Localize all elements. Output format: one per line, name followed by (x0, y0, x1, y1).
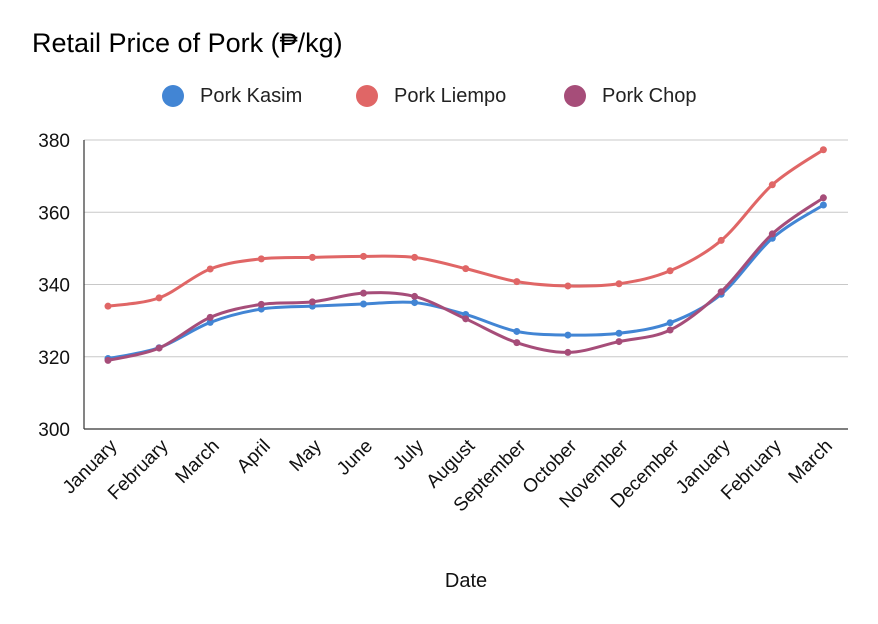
data-point-pork-liempo[interactable] (717, 236, 725, 244)
legend: Pork Kasim Pork Liempo Pork Chop (0, 80, 878, 112)
x-tick-label: March (785, 436, 837, 488)
chart-title: Retail Price of Pork (₱/kg) (32, 28, 343, 58)
y-tick-label: 380 (38, 131, 70, 152)
data-point-pork-chop[interactable] (513, 339, 521, 347)
legend-swatch-pork-liempo (356, 85, 378, 107)
x-axis-title: Date (445, 570, 487, 592)
data-point-pork-kasim[interactable] (513, 327, 521, 335)
data-point-pork-chop[interactable] (819, 194, 827, 202)
data-point-pork-chop[interactable] (615, 338, 623, 346)
data-point-pork-liempo[interactable] (360, 252, 367, 260)
data-point-pork-liempo[interactable] (666, 267, 674, 275)
data-point-pork-chop[interactable] (666, 326, 674, 334)
data-point-pork-liempo[interactable] (819, 146, 827, 154)
legend-label-pork-kasim: Pork Kasim (200, 84, 303, 107)
legend-swatch-pork-kasim (162, 85, 184, 107)
y-tick-label: 300 (38, 420, 70, 441)
y-tick-label: 320 (38, 348, 70, 369)
x-tick-label: June (333, 436, 377, 480)
series-line-pork-liempo (106, 148, 825, 308)
data-point-pork-chop[interactable] (768, 230, 776, 238)
x-tick-label: July (389, 435, 428, 474)
data-point-pork-chop[interactable] (206, 313, 214, 321)
data-point-pork-liempo[interactable] (257, 255, 265, 263)
legend-label-pork-liempo: Pork Liempo (394, 84, 507, 107)
data-point-pork-chop[interactable] (717, 288, 725, 296)
legend-item-pork-chop[interactable]: Pork Chop (564, 80, 697, 112)
data-point-pork-chop[interactable] (564, 348, 572, 356)
legend-label-pork-chop: Pork Chop (602, 84, 697, 107)
data-point-pork-liempo[interactable] (308, 253, 316, 261)
series-line-pork-chop (106, 196, 825, 362)
data-point-pork-kasim[interactable] (819, 201, 827, 209)
data-point-pork-chop[interactable] (411, 292, 419, 300)
data-point-pork-kasim[interactable] (564, 331, 572, 339)
x-tick-label: March (172, 436, 224, 488)
data-point-pork-chop[interactable] (257, 300, 265, 308)
data-point-pork-kasim[interactable] (360, 300, 367, 308)
data-point-pork-liempo[interactable] (104, 302, 112, 310)
data-point-pork-liempo[interactable] (411, 253, 419, 261)
data-point-pork-chop[interactable] (155, 344, 163, 352)
data-point-pork-liempo[interactable] (206, 265, 214, 273)
data-point-pork-chop[interactable] (462, 315, 470, 323)
data-point-pork-liempo[interactable] (462, 265, 470, 273)
data-point-pork-kasim[interactable] (666, 319, 674, 327)
data-point-pork-kasim[interactable] (206, 318, 214, 326)
data-point-pork-liempo[interactable] (155, 294, 163, 302)
data-point-pork-kasim[interactable] (411, 299, 419, 307)
legend-item-pork-liempo[interactable]: Pork Liempo (356, 80, 506, 112)
data-point-pork-chop[interactable] (308, 298, 316, 306)
data-point-pork-chop[interactable] (104, 356, 112, 364)
series-line-pork-kasim (106, 203, 825, 361)
y-tick-label: 360 (38, 203, 70, 224)
data-point-pork-chop[interactable] (360, 289, 367, 297)
data-point-pork-liempo[interactable] (513, 278, 521, 286)
data-point-pork-liempo[interactable] (615, 280, 623, 288)
legend-item-pork-kasim[interactable]: Pork Kasim (162, 80, 302, 112)
x-tick-label: May (286, 435, 327, 476)
data-point-pork-kasim[interactable] (615, 329, 623, 337)
data-point-pork-liempo[interactable] (564, 282, 572, 290)
legend-swatch-pork-chop (564, 85, 586, 107)
x-tick-label: April (233, 436, 275, 478)
data-point-pork-liempo[interactable] (768, 181, 776, 189)
y-tick-label: 340 (38, 276, 70, 297)
